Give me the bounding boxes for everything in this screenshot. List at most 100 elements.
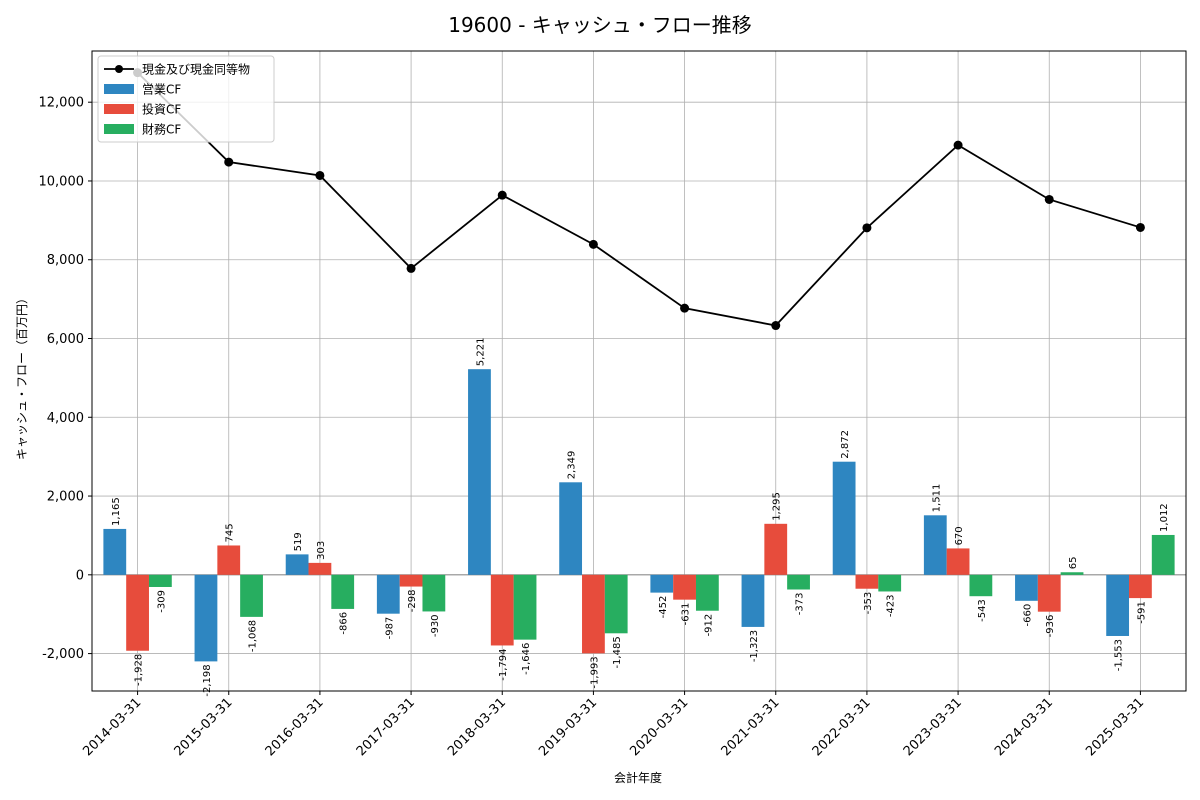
bar-data-label: 303 (316, 541, 327, 560)
bar-data-label: -930 (430, 614, 441, 637)
cash-point (953, 140, 963, 150)
bar-data-label: 65 (1068, 557, 1079, 570)
cash-point (771, 321, 781, 331)
legend-marker (115, 65, 123, 73)
bar-財務CF (969, 574, 993, 597)
x-tick-label: 2023-03-31 (901, 695, 965, 759)
bar-財務CF (422, 574, 446, 612)
y-tick-label: 4,000 (47, 411, 84, 426)
bar-財務CF (695, 574, 719, 611)
bar-財務CF (787, 574, 810, 590)
bar-data-label: -2,198 (202, 664, 213, 696)
bar-data-label: -353 (863, 592, 874, 615)
bar-財務CF (240, 574, 263, 617)
legend-entry: 投資CF (142, 102, 181, 117)
bar-営業CF (285, 554, 309, 575)
bar-営業CF (103, 528, 127, 575)
bar-series (103, 369, 1175, 662)
legend-bar-swatch (104, 84, 134, 94)
bar-営業CF (376, 574, 400, 614)
bar-営業CF (559, 482, 583, 575)
y-tick-label: 2,000 (47, 490, 84, 505)
y-tick-label: 8,000 (47, 253, 84, 268)
bar-data-label: -936 (1045, 615, 1056, 638)
legend-bar-swatch (104, 104, 134, 114)
x-tick-label: 2018-03-31 (445, 695, 509, 759)
cash-point (497, 190, 507, 200)
x-tick-label: 2022-03-31 (810, 695, 874, 759)
bar-投資CF (217, 545, 241, 575)
x-tick-label: 2017-03-31 (354, 695, 418, 759)
bar-投資CF (582, 574, 605, 654)
chart-title: 19600 - キャッシュ・フロー推移 (448, 13, 752, 37)
bar-財務CF (148, 574, 172, 587)
bar-投資CF (490, 574, 514, 646)
bar-data-label: -1,794 (498, 648, 509, 680)
cash-point (1044, 194, 1054, 204)
bar-data-label: -1,928 (134, 654, 145, 686)
bar-data-label: -866 (339, 612, 350, 635)
bar-投資CF (673, 574, 696, 600)
legend-box (97, 55, 275, 143)
bar-営業CF (468, 369, 491, 575)
bar-投資CF (1037, 574, 1061, 612)
bar-投資CF (399, 574, 423, 587)
bar-data-label: 1,511 (931, 484, 942, 513)
bar-data-label: 5,221 (475, 338, 486, 367)
x-tick-label: 2014-03-31 (80, 695, 144, 759)
bar-data-label: -423 (886, 594, 897, 617)
bar-data-label: -1,485 (612, 636, 623, 668)
y-tick-label: 12,000 (39, 96, 85, 111)
x-axis-title: 会計年度 (614, 770, 662, 785)
cash-point (1135, 222, 1145, 232)
legend-entry: 財務CF (142, 122, 181, 137)
bar-data-label: -1,646 (521, 643, 532, 675)
bar-data-label: -309 (156, 590, 167, 613)
bar-財務CF (1060, 572, 1084, 575)
data-labels: 1,165 -2,198 519 -987 5,221 2,349 -452 -1,323 2,… (111, 338, 1170, 697)
x-tick-label: 2020-03-31 (627, 695, 691, 759)
line-series (133, 68, 1145, 331)
bar-data-label: -1,068 (248, 620, 259, 652)
x-tick-label: 2025-03-31 (1083, 695, 1147, 759)
bar-財務CF (513, 574, 537, 640)
bar-財務CF (604, 574, 628, 634)
bar-data-label: 519 (293, 532, 304, 551)
bar-財務CF (1151, 534, 1175, 575)
bar-data-label: 745 (225, 523, 236, 542)
y-axis-title: キャッシュ・フロー（百万円） (15, 292, 29, 460)
bar-data-label: -1,553 (1114, 639, 1125, 671)
bar-投資CF (1129, 574, 1152, 599)
x-tick-label: 2019-03-31 (536, 695, 600, 759)
y-tick-label: 10,000 (39, 174, 85, 189)
cash-line (136, 72, 1141, 327)
bar-営業CF (923, 515, 947, 575)
y-tick-label: 6,000 (47, 332, 84, 347)
bar-営業CF (650, 574, 674, 593)
bar-data-label: -591 (1136, 601, 1147, 624)
bar-営業CF (1106, 574, 1130, 636)
bar-data-label: 670 (954, 526, 965, 545)
cash-point (680, 303, 690, 313)
bar-投資CF (764, 523, 788, 575)
bar-data-label: 2,349 (567, 451, 578, 480)
bar-営業CF (741, 574, 765, 627)
bar-data-label: 1,012 (1159, 503, 1170, 532)
x-tick-label: 2015-03-31 (172, 695, 236, 759)
bar-営業CF (1015, 574, 1038, 601)
cash-point (224, 157, 234, 167)
bar-data-label: 1,165 (111, 497, 122, 526)
bar-投資CF (308, 562, 332, 575)
legend-bar-swatch (104, 124, 134, 134)
bar-data-label: -1,993 (589, 656, 600, 688)
x-tick-label: 2016-03-31 (263, 695, 327, 759)
y-tick-label: -2,000 (42, 647, 84, 662)
y-tick-label: 0 (76, 568, 84, 583)
bar-data-label: -660 (1022, 604, 1033, 627)
legend-entry: 現金及び現金同等物 (142, 62, 250, 77)
bar-投資CF (855, 574, 879, 589)
bar-data-label: 1,295 (772, 492, 783, 521)
